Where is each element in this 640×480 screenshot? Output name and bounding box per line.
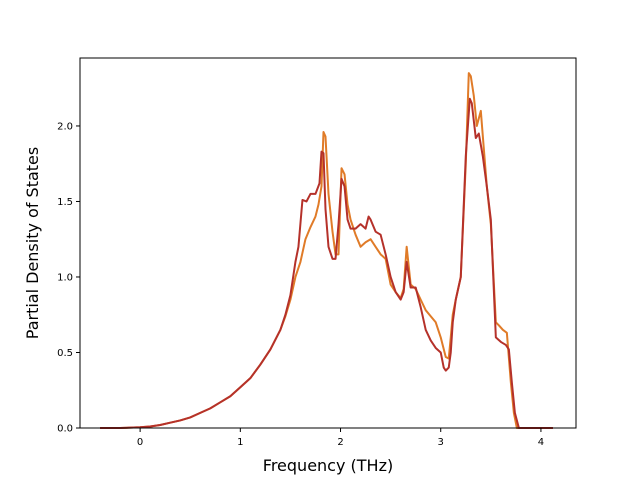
y-tick-label: 1.0 <box>57 272 73 283</box>
y-axis-label: Partial Density of States <box>23 147 42 339</box>
y-tick-label: 2.0 <box>57 121 73 132</box>
x-axis-label: Frequency (THz) <box>263 456 393 475</box>
x-tick-label: 1 <box>237 437 243 448</box>
y-tick-label: 0.5 <box>57 348 73 359</box>
x-tick-label: 4 <box>538 437 544 448</box>
plot-frame <box>79 57 577 429</box>
y-axis-ticks: 0.0 0.5 1.0 1.5 2.0 <box>57 121 80 435</box>
series-line-2 <box>100 97 553 429</box>
series-layer <box>100 72 553 429</box>
x-tick-label: 3 <box>438 437 444 448</box>
x-tick-label: 2 <box>337 437 343 448</box>
y-tick-label: 1.5 <box>57 197 73 208</box>
y-tick-label: 0.0 <box>57 424 73 435</box>
x-axis-ticks: 0 1 2 3 4 <box>137 428 544 448</box>
x-tick-label: 0 <box>137 437 143 448</box>
